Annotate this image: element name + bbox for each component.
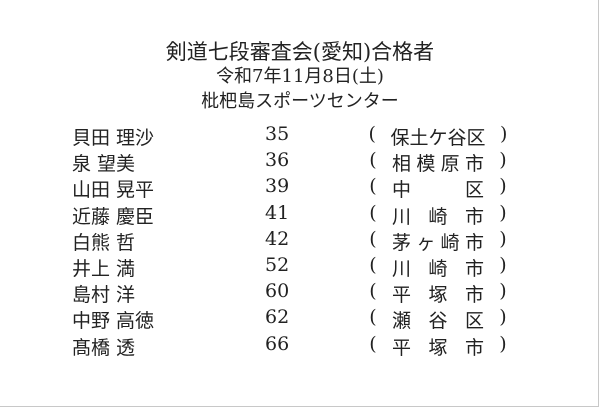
place-name: 平塚市 xyxy=(392,284,484,307)
passer-age: 52 xyxy=(265,254,290,276)
passer-place: ( 瀬谷区) xyxy=(364,306,512,333)
close-paren: ) xyxy=(499,306,507,329)
open-paren: ( xyxy=(368,123,376,145)
passer-age: 39 xyxy=(265,175,290,198)
passer-name: 中野 高徳 xyxy=(72,310,155,333)
list-item: 近藤 慶臣 41 ( 川崎市) xyxy=(72,202,522,228)
passer-age: 60 xyxy=(265,280,290,303)
place-name: 中区 xyxy=(392,179,484,202)
passer-age: 41 xyxy=(265,201,290,224)
open-paren: ( xyxy=(369,254,377,276)
open-paren: ( xyxy=(369,227,377,250)
passer-place: ( 川崎市) xyxy=(364,202,512,229)
list-item: 山田 晃平 39 ( 中区) xyxy=(72,175,522,201)
close-paren: ) xyxy=(499,280,507,303)
close-paren: ) xyxy=(499,149,507,172)
list-item: 髙橋 透 66 ( 平塚市) xyxy=(72,333,522,359)
passer-age: 42 xyxy=(265,227,290,250)
passer-age: 36 xyxy=(265,149,290,172)
passer-name: 白熊 哲 xyxy=(72,231,136,254)
place-name: 相模原市 xyxy=(392,153,484,176)
passer-place: ( 相模原市) xyxy=(364,149,512,176)
passer-age: 66 xyxy=(265,332,290,355)
close-paren: ) xyxy=(499,227,507,250)
place-name: 瀬谷区 xyxy=(392,310,484,333)
passer-name: 近藤 慶臣 xyxy=(72,205,155,228)
list-item: 白熊 哲 42 ( 茅ヶ崎市) xyxy=(72,228,522,254)
close-paren: ) xyxy=(499,201,507,224)
open-paren: ( xyxy=(369,201,377,224)
open-paren: ( xyxy=(369,306,377,329)
place-name: 保土ケ谷区 xyxy=(390,127,486,149)
place-name: 平塚市 xyxy=(392,336,484,359)
place-name: 川崎市 xyxy=(392,205,484,228)
close-paren: ) xyxy=(500,123,508,145)
passer-place: ( 川崎市) xyxy=(364,254,512,281)
passer-name: 貝田 理沙 xyxy=(72,127,155,149)
exam-date: 令和7年11月8日(土) xyxy=(216,66,384,87)
open-paren: ( xyxy=(369,175,377,198)
passer-name: 井上 満 xyxy=(72,258,136,280)
place-name: 茅ヶ崎市 xyxy=(392,231,484,254)
passer-name: 山田 晃平 xyxy=(72,179,155,202)
open-paren: ( xyxy=(369,280,377,303)
close-paren: ) xyxy=(499,332,507,355)
list-item: 泉 望美 36 ( 相模原市) xyxy=(72,149,522,175)
passer-age: 35 xyxy=(265,123,290,145)
list-item: 井上 満 52 ( 川崎市) xyxy=(72,254,522,280)
passer-age: 62 xyxy=(265,306,290,329)
open-paren: ( xyxy=(369,149,377,172)
passer-name: 島村 洋 xyxy=(72,284,136,307)
list-item: 貝田 理沙 35 ( 保土ケ谷区) xyxy=(72,123,522,149)
passer-name: 髙橋 透 xyxy=(72,336,136,359)
close-paren: ) xyxy=(499,254,507,276)
place-name: 川崎市 xyxy=(392,258,484,280)
passer-name: 泉 望美 xyxy=(72,153,136,176)
passer-place: ( 中区) xyxy=(364,175,512,202)
close-paren: ) xyxy=(499,175,507,198)
passer-place: ( 平塚市) xyxy=(364,333,512,360)
passer-place: ( 茅ヶ崎市) xyxy=(364,228,512,255)
passer-place: ( 平塚市) xyxy=(364,280,512,307)
venue: 枇杷島スポーツセンター xyxy=(201,91,399,112)
list-item: 中野 高徳 62 ( 瀬谷区) xyxy=(72,306,522,332)
open-paren: ( xyxy=(369,332,377,355)
list-item: 島村 洋 60 ( 平塚市) xyxy=(72,280,522,306)
document-title: 剣道七段審査会(愛知)合格者 xyxy=(165,40,435,64)
passer-place: ( 保土ケ谷区) xyxy=(364,123,512,150)
